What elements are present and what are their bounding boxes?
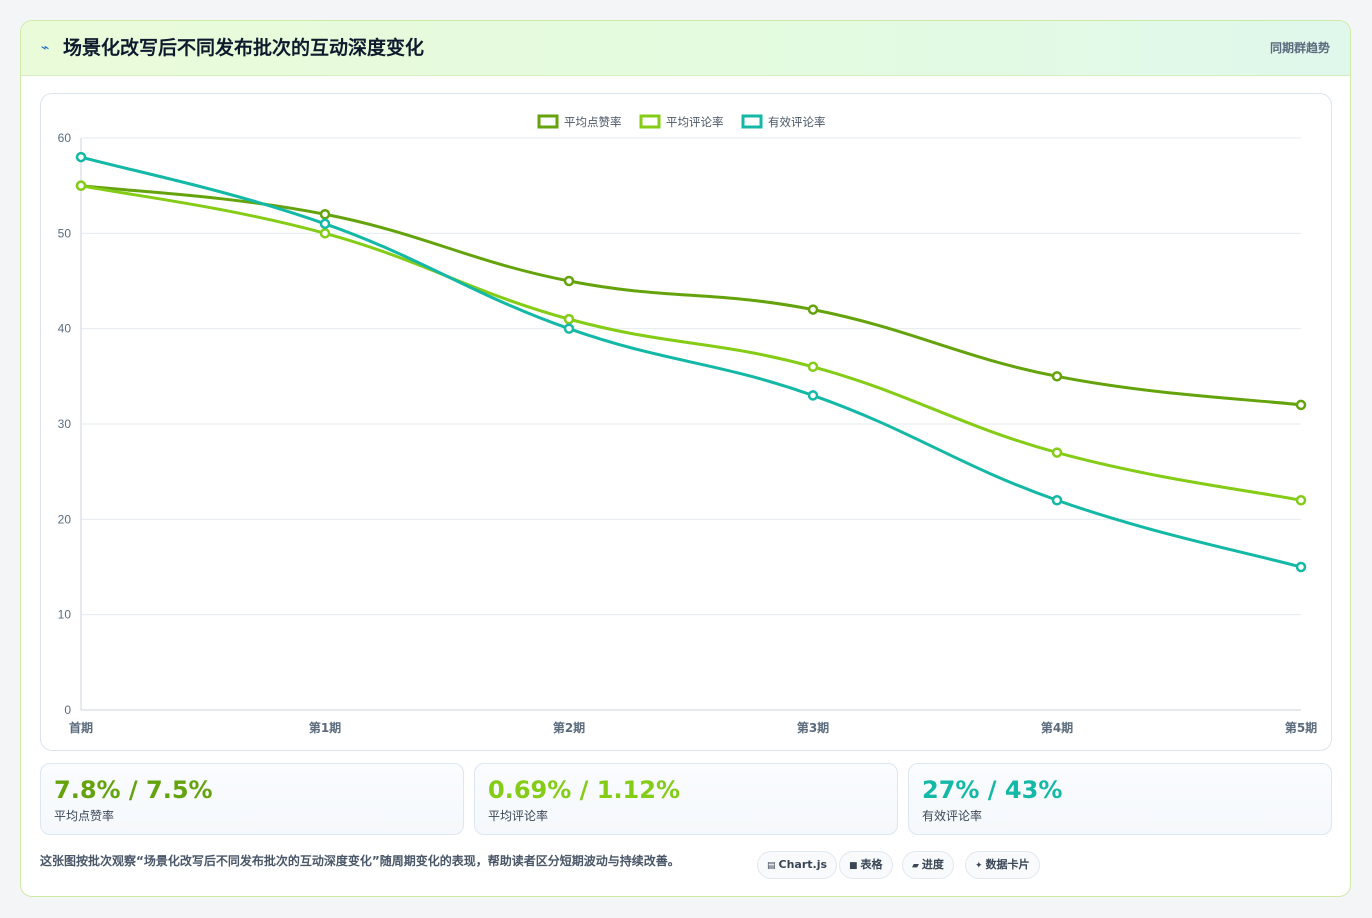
y-tick-label: 40 (58, 322, 72, 336)
chart-grid (80, 137, 1301, 711)
progress-icon: ▰ (912, 861, 919, 871)
data-point (563, 323, 575, 334)
card-icon: ✦ (975, 861, 983, 871)
tag-table[interactable]: ■ 表格 (839, 851, 893, 879)
x-tick-label: 第4期 (1041, 720, 1073, 735)
y-axis-ticks: 0 10 20 30 40 50 60 (58, 131, 72, 717)
kpi-value: 0.69% / 1.12% (488, 776, 680, 804)
y-tick-label: 60 (58, 131, 72, 145)
kpi-value: 7.8% / 7.5% (54, 776, 213, 804)
chart-container: 0 10 20 30 40 50 60 首期 第1期 第2期 第3期 第4期 第5期 平均点赞率 平均评… (40, 93, 1332, 751)
legend-swatch (741, 114, 763, 129)
card-header: ⌁ 场景化改写后不同发布批次的互动深度变化 同期群趋势 (21, 21, 1350, 76)
data-point (807, 304, 819, 315)
tag-label: Chart.js (778, 858, 828, 871)
data-point (1051, 447, 1063, 458)
legend-swatch (639, 114, 661, 129)
tag-label: 表格 (860, 858, 883, 871)
series-points (75, 151, 1307, 573)
x-tick-label: 第3期 (797, 720, 829, 735)
table-icon: ■ (849, 861, 858, 871)
series-line-2 (79, 155, 1303, 569)
y-tick-label: 50 (58, 226, 72, 240)
chart-card: ⌁ 场景化改写后不同发布批次的互动深度变化 同期群趋势 0 10 20 30 40 50 6… (20, 20, 1351, 897)
tag-label: 数据卡片 (985, 858, 1030, 871)
data-point (1051, 371, 1063, 382)
x-tick-label: 首期 (69, 720, 93, 735)
chart-icon: ▤ (767, 861, 776, 871)
tag-progress[interactable]: ▰ 进度 (902, 851, 954, 879)
data-point (563, 313, 575, 325)
x-tick-label: 第5期 (1285, 720, 1317, 735)
x-axis-ticks: 首期 第1期 第2期 第3期 第4期 第5期 (69, 720, 1317, 735)
legend-swatch (537, 114, 559, 129)
data-point (807, 390, 819, 401)
data-point (1051, 495, 1063, 506)
data-point (319, 228, 331, 239)
data-point (75, 151, 87, 163)
chart-legend: 平均点赞率 平均评论率 有效评论率 (537, 114, 826, 129)
kpi-card-effective-comment-rate: 27% / 43% 有效评论率 (908, 763, 1332, 835)
data-point (319, 218, 331, 230)
kpi-card-like-rate: 7.8% / 7.5% 平均点赞率 (40, 763, 464, 835)
y-tick-label: 10 (58, 608, 72, 622)
x-tick-label: 第2期 (553, 720, 585, 735)
tag-data-card[interactable]: ✦ 数据卡片 (965, 851, 1040, 879)
series-line-0 (79, 184, 1303, 407)
data-point (1295, 561, 1307, 573)
y-tick-label: 0 (64, 703, 71, 717)
chart-description: 这张图按批次观察“场景化改写后不同发布批次的互动深度变化”随周期变化的表现，帮助… (40, 854, 680, 868)
page-title: 场景化改写后不同发布批次的互动深度变化 (63, 37, 425, 59)
series-line-1 (79, 184, 1303, 502)
data-point (1295, 495, 1307, 506)
kpi-label: 平均点赞率 (54, 809, 115, 823)
trend-icon: ⌁ (41, 40, 50, 56)
series-lines (79, 155, 1303, 569)
kpi-label: 有效评论率 (922, 809, 983, 823)
kpi-card-comment-rate: 0.69% / 1.12% 平均评论率 (474, 763, 898, 835)
tag-chartjs[interactable]: ▤ Chart.js (757, 851, 838, 879)
kpi-label: 平均评论率 (488, 809, 549, 823)
data-point (1295, 399, 1307, 411)
y-tick-label: 20 (58, 512, 72, 526)
line-chart: 0 10 20 30 40 50 60 首期 第1期 第2期 第3期 第4期 第5期 平均点赞率 平均评… (58, 114, 1317, 735)
data-point (75, 180, 87, 191)
data-point (563, 275, 575, 287)
legend-label: 平均评论率 (666, 115, 724, 129)
data-point (319, 209, 331, 220)
tag-label: 进度 (921, 858, 944, 871)
cohort-trend-label: 同期群趋势 (1269, 41, 1330, 55)
y-tick-label: 30 (58, 417, 72, 431)
legend-label: 平均点赞率 (564, 115, 622, 129)
data-point (807, 361, 819, 373)
kpi-value: 27% / 43% (922, 776, 1063, 804)
legend-label: 有效评论率 (768, 115, 826, 129)
x-tick-label: 第1期 (309, 720, 341, 735)
